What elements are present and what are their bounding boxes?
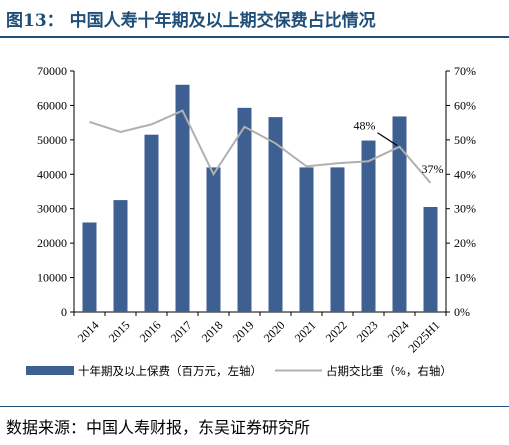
x-tick-label: 2025H1 [405,318,442,355]
right-tick-label: 50% [454,133,476,147]
x-tick-label: 2017 [168,318,195,345]
left-tick-label: 0 [61,305,67,319]
axes [70,70,450,316]
legend: 十年期及以上保费（百万元，左轴） 占期交比重（%，右轴） [26,364,452,378]
right-tick-label: 70% [454,64,476,78]
annotation-label: 48% [354,119,376,133]
left-tick-label: 30000 [37,202,67,216]
x-tick-label: 2023 [354,318,381,345]
bar [423,206,438,312]
bar [175,84,190,312]
bar [144,134,159,312]
source-note: 数据来源：中国人寿财报，东吴证券研究所 [6,418,311,437]
left-tick-label: 20000 [37,236,67,250]
legend-bar-label: 十年期及以上保费（百万元，左轴） [78,364,262,378]
bar [268,117,283,313]
line-series [89,109,432,184]
annotations: 48% 37% [354,119,444,176]
legend-line-label: 占期交比重（%，右轴） [326,364,452,378]
left-tick-label: 10000 [37,271,67,285]
x-tick-label: 2018 [199,318,226,345]
annotation-label: 37% [422,162,444,176]
line-path [89,109,432,184]
right-tick-label: 0% [454,305,470,319]
title-rule [0,36,509,38]
right-tick-label: 40% [454,167,476,181]
x-tick-label: 2015 [106,318,133,345]
x-tick-label: 2016 [137,318,164,345]
bar [361,140,376,312]
bar [113,200,128,312]
x-tick-label: 2014 [75,318,102,345]
chart: 0 10000 20000 30000 40000 50000 60000 70000 0% 10… [26,64,476,378]
left-tick-label: 70000 [37,64,67,78]
right-tick-label: 30% [454,202,476,216]
x-tick-label: 2022 [323,318,350,345]
source-rule [0,406,509,407]
left-tick-label: 50000 [37,133,67,147]
x-tick-label: 2024 [385,318,412,345]
x-tick-label: 2020 [261,318,288,345]
right-tick-label: 10% [454,271,476,285]
bar [82,222,97,312]
bar [237,107,252,313]
bar [330,167,345,312]
x-tick-label: 2019 [230,318,257,345]
x-tick-label: 2021 [292,318,319,345]
legend-bar-swatch [26,366,74,375]
right-tick-label: 20% [454,236,476,250]
bar [392,116,407,313]
annotation-leader [377,132,398,147]
left-tick-label: 60000 [37,98,67,112]
bar-series [82,84,438,313]
chart-title: 图13： 中国人寿十年期及以上期交保费占比情况 [6,11,376,31]
bar [206,167,221,312]
bar [299,167,314,312]
left-tick-label: 40000 [37,167,67,181]
right-tick-label: 60% [454,98,476,112]
